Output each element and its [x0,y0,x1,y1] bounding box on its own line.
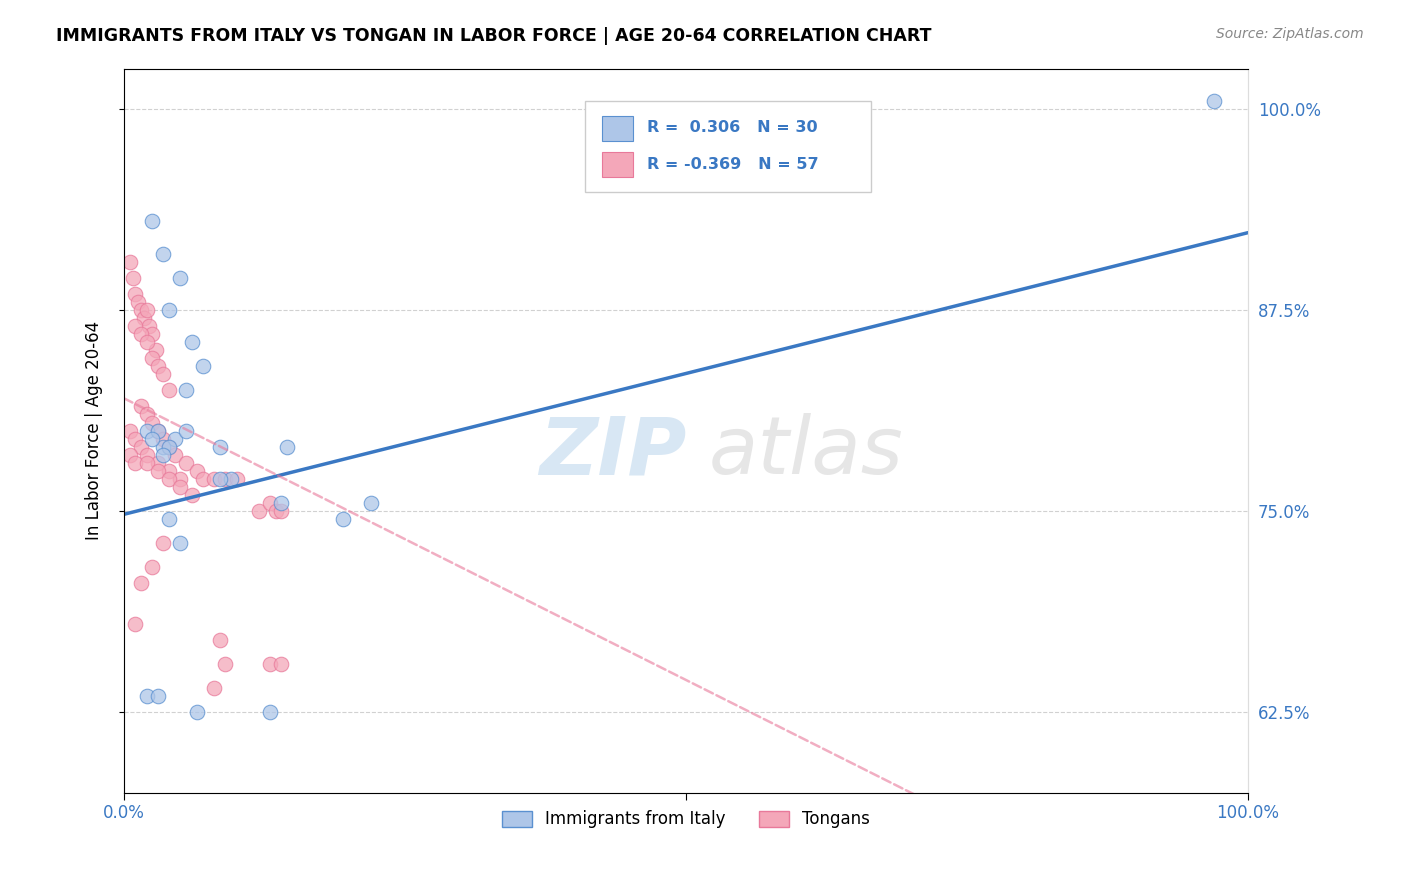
Point [135,448,157,462]
Point [124,318,146,333]
Point [118,254,141,268]
Point [141,560,163,574]
Point [202,681,225,695]
Point [259,657,281,671]
Point [214,472,236,486]
Point [208,632,231,647]
Text: atlas: atlas [709,413,903,491]
Point [141,351,163,366]
Point [270,657,292,671]
Point [264,504,287,518]
Point [259,496,281,510]
Point [129,326,152,341]
Point [180,334,202,349]
Point [360,496,382,510]
Point [124,456,146,470]
Point [169,480,191,494]
Point [157,302,180,317]
Point [152,432,174,446]
Text: ZIP: ZIP [538,413,686,491]
Point [247,504,270,518]
Point [157,472,180,486]
Point [157,440,180,454]
Point [186,705,208,719]
Point [174,384,197,398]
Point [135,689,157,703]
Point [124,616,146,631]
Point [129,400,152,414]
Text: Source: ZipAtlas.com: Source: ZipAtlas.com [1216,27,1364,41]
Point [202,472,225,486]
Point [157,464,180,478]
FancyBboxPatch shape [602,152,633,178]
Point [146,424,169,438]
Point [152,536,174,550]
Point [163,448,186,462]
Point [135,334,157,349]
Point [214,657,236,671]
Point [174,424,197,438]
Point [146,424,169,438]
Point [208,472,231,486]
Y-axis label: In Labor Force | Age 20-64: In Labor Force | Age 20-64 [86,321,103,541]
Point [118,448,141,462]
Point [129,576,152,591]
FancyBboxPatch shape [602,116,633,141]
Point [124,432,146,446]
Point [146,456,169,470]
Point [138,318,160,333]
Point [225,472,247,486]
Point [174,456,197,470]
Point [135,456,157,470]
Legend: Immigrants from Italy, Tongans: Immigrants from Italy, Tongans [495,804,877,835]
Point [191,359,214,374]
FancyBboxPatch shape [585,101,872,192]
Point [157,440,180,454]
Point [129,302,152,317]
Point [157,384,180,398]
Point [332,512,354,526]
Point [270,504,292,518]
Point [122,270,145,285]
Point [259,705,281,719]
Point [186,464,208,478]
Point [1204,94,1226,108]
Point [152,440,174,454]
Point [276,440,298,454]
Point [134,310,156,325]
Point [146,359,169,374]
Point [146,689,169,703]
Point [141,326,163,341]
Point [141,416,163,430]
Point [169,472,191,486]
Text: R =  0.306   N = 30: R = 0.306 N = 30 [647,120,817,136]
Point [152,368,174,382]
Text: R = -0.369   N = 57: R = -0.369 N = 57 [647,157,818,171]
Point [129,440,152,454]
Point [377,802,399,816]
Point [152,448,174,462]
Point [127,294,149,309]
Point [135,408,157,422]
Point [152,246,174,260]
Text: IMMIGRANTS FROM ITALY VS TONGAN IN LABOR FORCE | AGE 20-64 CORRELATION CHART: IMMIGRANTS FROM ITALY VS TONGAN IN LABOR… [56,27,932,45]
Point [135,302,157,317]
Point [146,464,169,478]
Point [180,488,202,502]
Point [141,432,163,446]
Point [124,286,146,301]
Point [169,536,191,550]
Point [270,496,292,510]
Point [157,512,180,526]
Point [163,432,186,446]
Point [118,424,141,438]
Point [191,472,214,486]
Point [141,214,163,228]
Point [208,440,231,454]
Point [169,270,191,285]
Point [135,424,157,438]
Point [219,472,242,486]
Point [145,343,167,358]
